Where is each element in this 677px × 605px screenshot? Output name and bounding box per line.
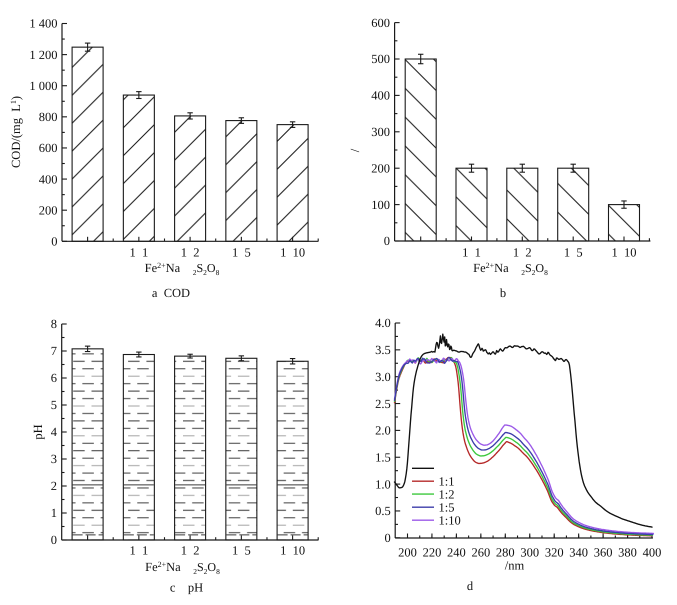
svg-text:0.5: 0.5 [375,504,391,518]
svg-text:1 2: 1 2 [181,544,200,558]
svg-text:b: b [500,286,506,300]
svg-text:1 1: 1 1 [129,246,148,260]
svg-text:5: 5 [51,398,57,412]
svg-text:7: 7 [51,344,57,358]
svg-text:2.5: 2.5 [375,397,391,411]
svg-text:320: 320 [545,546,564,560]
svg-text:300: 300 [520,546,539,560]
svg-text:3: 3 [51,452,57,466]
svg-text:1 10: 1 10 [280,544,305,558]
svg-text:1: 1 [51,506,57,520]
svg-text:1 400: 1 400 [29,17,57,31]
svg-text:400: 400 [643,546,662,560]
svg-text:1 200: 1 200 [29,48,57,62]
svg-text:0: 0 [51,533,57,547]
svg-text:1 2: 1 2 [513,246,532,260]
svg-text:0: 0 [384,234,390,248]
svg-text:200: 200 [39,203,58,217]
svg-text:4: 4 [51,425,58,439]
svg-text:400: 400 [39,172,58,186]
svg-text:340: 340 [569,546,588,560]
svg-text:1:1: 1:1 [439,475,455,489]
svg-text:1 10: 1 10 [612,246,637,260]
svg-text:/: / [348,148,362,152]
svg-text:600: 600 [39,141,58,155]
svg-text:200: 200 [398,546,417,560]
svg-text:1 5: 1 5 [564,246,583,260]
svg-text:/nm: /nm [505,559,525,573]
svg-text:1 1: 1 1 [129,544,148,558]
svg-text:1 5: 1 5 [232,544,251,558]
svg-text:280: 280 [496,546,515,560]
svg-text:a COD: a COD [152,286,190,300]
svg-text:1:10: 1:10 [439,514,461,528]
svg-text:3.5: 3.5 [375,343,391,357]
svg-text:220: 220 [423,546,442,560]
svg-text:pH: pH [31,424,45,439]
svg-text:Fe2+Na 2S2O8: Fe2+Na 2S2O8 [145,560,220,576]
svg-text:260: 260 [471,546,490,560]
svg-text:0: 0 [385,531,391,545]
svg-text:c pH: c pH [170,581,203,595]
svg-text:2.0: 2.0 [375,424,391,438]
svg-text:500: 500 [371,52,390,66]
svg-text:3.0: 3.0 [375,370,391,384]
svg-text:400: 400 [371,89,390,103]
svg-text:8: 8 [51,317,57,331]
svg-text:Fe2+Na 2S2O8: Fe2+Na 2S2O8 [145,261,220,277]
svg-text:COD/(mg L1): COD/(mg L1) [9,96,23,168]
svg-text:300: 300 [371,125,390,139]
svg-text:1 5: 1 5 [232,246,251,260]
svg-text:1 000: 1 000 [29,79,57,93]
svg-text:4.0: 4.0 [375,316,391,330]
svg-text:1:2: 1:2 [439,487,455,501]
svg-text:d: d [467,579,474,593]
svg-text:360: 360 [594,546,613,560]
svg-text:1.5: 1.5 [375,450,391,464]
svg-text:200: 200 [371,161,390,175]
svg-text:1:5: 1:5 [439,501,455,515]
svg-text:2: 2 [51,479,57,493]
svg-text:1 1: 1 1 [462,246,481,260]
svg-text:1 2: 1 2 [181,246,200,260]
svg-text:1.0: 1.0 [375,477,391,491]
svg-text:Fe2+Na 2S2O8: Fe2+Na 2S2O8 [473,261,548,277]
svg-text:0: 0 [51,235,57,249]
svg-text:100: 100 [371,198,390,212]
svg-text:6: 6 [51,371,57,385]
svg-text:1 10: 1 10 [280,246,305,260]
svg-text:380: 380 [618,546,637,560]
svg-text:800: 800 [39,110,58,124]
svg-text:240: 240 [447,546,466,560]
svg-text:600: 600 [371,16,390,30]
